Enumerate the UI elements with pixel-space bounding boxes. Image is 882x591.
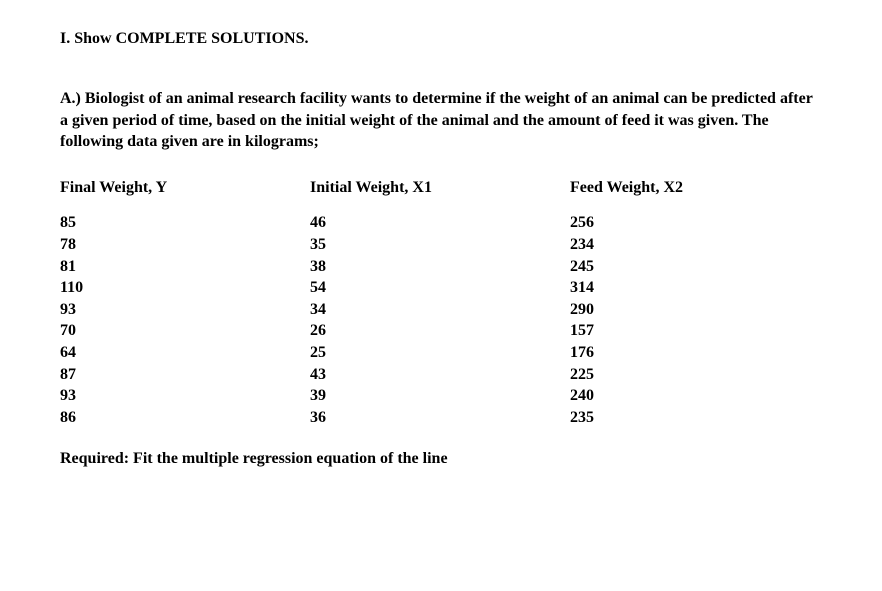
table-row: 8743225 [60,364,780,386]
table-cell: 25 [310,342,570,364]
table-cell: 256 [570,212,780,234]
table-cell: 36 [310,407,570,429]
col-header-x1: Initial Weight, X1 [310,177,570,213]
table-cell: 240 [570,385,780,407]
table-cell: 314 [570,277,780,299]
table-cell: 87 [60,364,310,386]
required-line: Required: Fit the multiple regression eq… [60,450,822,468]
table-row: 8138245 [60,256,780,278]
table-cell: 39 [310,385,570,407]
table-cell: 64 [60,342,310,364]
table-body: 8546256783523481382451105431493342907026… [60,212,780,428]
table-cell: 85 [60,212,310,234]
table-cell: 34 [310,299,570,321]
table-cell: 46 [310,212,570,234]
table-cell: 43 [310,364,570,386]
table-row: 9339240 [60,385,780,407]
section-heading: I. Show COMPLETE SOLUTIONS. [60,30,822,48]
table-cell: 93 [60,385,310,407]
table-cell: 35 [310,234,570,256]
table-cell: 70 [60,320,310,342]
table-cell: 86 [60,407,310,429]
document-page: I. Show COMPLETE SOLUTIONS. A.) Biologis… [0,0,882,498]
table-cell: 81 [60,256,310,278]
table-cell: 26 [310,320,570,342]
table-row: 11054314 [60,277,780,299]
table-cell: 93 [60,299,310,321]
table-row: 6425176 [60,342,780,364]
col-header-y: Final Weight, Y [60,177,310,213]
table-cell: 157 [570,320,780,342]
problem-paragraph: A.) Biologist of an animal research faci… [60,88,822,153]
table-cell: 234 [570,234,780,256]
table-cell: 225 [570,364,780,386]
col-header-x2: Feed Weight, X2 [570,177,780,213]
table-cell: 245 [570,256,780,278]
table-cell: 110 [60,277,310,299]
table-row: 9334290 [60,299,780,321]
table-row: 8546256 [60,212,780,234]
table-cell: 235 [570,407,780,429]
data-table: Final Weight, Y Initial Weight, X1 Feed … [60,177,780,429]
table-cell: 38 [310,256,570,278]
table-row: 7026157 [60,320,780,342]
table-row: 7835234 [60,234,780,256]
table-cell: 290 [570,299,780,321]
table-row: 8636235 [60,407,780,429]
table-cell: 78 [60,234,310,256]
table-cell: 176 [570,342,780,364]
table-cell: 54 [310,277,570,299]
table-header-row: Final Weight, Y Initial Weight, X1 Feed … [60,177,780,213]
